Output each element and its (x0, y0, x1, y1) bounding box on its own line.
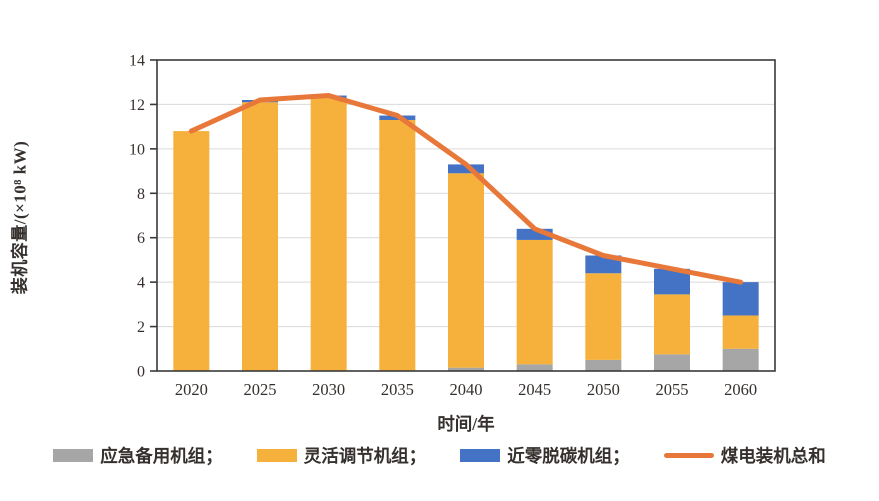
y-tick-label: 14 (129, 53, 145, 70)
bar-segment-2050 (585, 255, 622, 274)
y-tick-label: 10 (129, 141, 145, 158)
y-tick-label: 8 (137, 186, 145, 203)
x-tick-label: 2045 (518, 380, 551, 399)
y-tick-label: 2 (137, 319, 145, 336)
y-tick-label: 6 (137, 230, 145, 247)
bar-segment-2060 (722, 282, 759, 316)
bar-segment-2025 (242, 102, 278, 371)
bar-segment-2045 (516, 228, 553, 240)
legend-item-flexible-adjustment: 灵活调节机组； (256, 443, 427, 468)
legend-label-flexible-adjustment: 灵活调节机组； (303, 446, 427, 466)
legend-item-emergency-backup: 应急备用机组； (53, 443, 223, 468)
x-tick-label: 2020 (175, 380, 208, 399)
bar-segment-2050 (585, 359, 622, 371)
y-axis-title: 装机容量/(×10⁸ kW) (10, 140, 30, 295)
x-tick-label: 2025 (244, 380, 277, 399)
bar-segment-2060 (722, 315, 759, 349)
legend-swatch-total-coal-power-icon (663, 452, 714, 459)
bar-segment-2045 (516, 239, 553, 365)
legend-item-near-zero-decarbon: 近零脱碳机组； (460, 443, 630, 468)
x-tick-label: 2060 (724, 380, 757, 399)
x-tick-label: 2040 (450, 380, 483, 399)
bar-segment-2030 (310, 97, 347, 371)
bar-segment-2040 (448, 164, 484, 174)
bar-segment-2050 (585, 273, 622, 360)
bar-segment-2040 (448, 367, 484, 371)
chart-legend: 应急备用机组； 灵活调节机组； 近零脱碳机组； 煤电装机总和 (0, 443, 879, 468)
x-tick-labels: 2020 2025 2030 2035 2040 2045 2050 2055 2060 (175, 380, 757, 399)
x-tick-label: 2030 (312, 380, 345, 399)
legend-item-total-coal-power: 煤电装机总和 (663, 443, 826, 468)
bar-segment-2040 (448, 173, 484, 368)
bar-segment-2045 (516, 364, 553, 371)
x-tick-label: 2050 (587, 380, 620, 399)
plot-border (156, 59, 776, 372)
bar-segment-2020 (173, 131, 210, 371)
legend-swatch-near-zero-decarbon-icon (460, 449, 501, 462)
y-tick-label: 12 (129, 97, 145, 114)
total-line (188, 93, 744, 285)
bar-segment-2055 (654, 294, 690, 355)
legend-label-total-coal-power: 煤电装机总和 (720, 446, 826, 466)
y-axis-ticks: 0 2 4 6 8 10 12 14 (129, 53, 157, 381)
x-axis-title: 时间/年 (437, 414, 495, 434)
bar-segment-2055 (654, 354, 690, 371)
x-tick-label: 2055 (656, 380, 689, 399)
legend-swatch-emergency-backup-icon (53, 449, 94, 462)
x-tick-label: 2035 (381, 380, 414, 399)
legend-swatch-flexible-adjustment-icon (256, 449, 297, 462)
y-tick-label: 0 (137, 364, 145, 381)
legend-label-near-zero-decarbon: 近零脱碳机组； (507, 446, 630, 466)
bar-segment-2060 (722, 348, 759, 371)
y-tick-label: 4 (137, 275, 145, 292)
legend-label-emergency-backup: 应急备用机组； (100, 446, 223, 466)
bar-series (173, 95, 759, 371)
bar-segment-2035 (379, 119, 416, 371)
